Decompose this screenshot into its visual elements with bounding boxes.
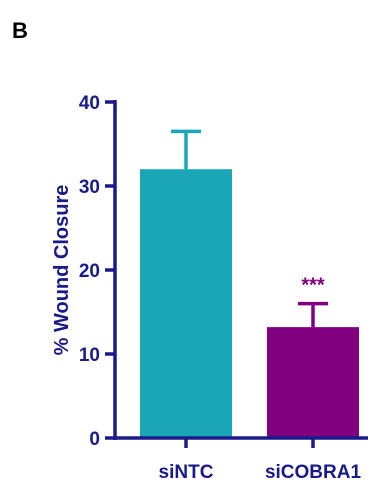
y-tick-label-40: 40 — [79, 93, 100, 114]
x-tick-label-sicobra1: siCOBRA1 — [265, 462, 362, 483]
bar-sicobra1 — [267, 327, 359, 438]
x-tick-label-sintc: siNTC — [159, 462, 214, 483]
panel-label: B — [12, 18, 28, 43]
y-tick-label-30: 30 — [79, 177, 100, 198]
y-tick-label-20: 20 — [79, 261, 100, 282]
y-tick-label-10: 10 — [79, 345, 100, 366]
significance-label: *** — [301, 275, 325, 297]
y-tick-label-0: 0 — [89, 429, 100, 450]
y-axis-title: % Wound Closure — [51, 185, 73, 356]
bar-sintc — [140, 169, 232, 438]
